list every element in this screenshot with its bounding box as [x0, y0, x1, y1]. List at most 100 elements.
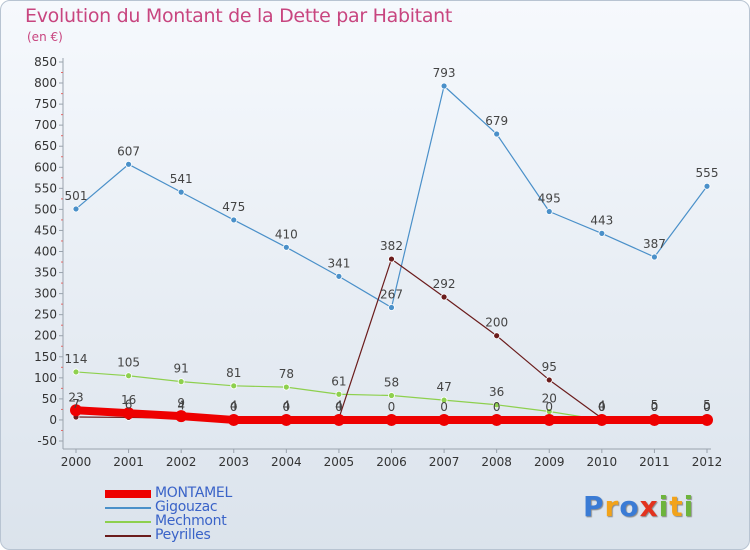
series-line-gigouzac [75, 85, 708, 309]
data-point-mechmont [177, 378, 185, 386]
data-point-mechmont [72, 368, 80, 376]
data-label-peyrilles: 7 [72, 397, 80, 411]
legend-item-mechmont: Mechmont [105, 514, 325, 529]
x-tick-label: 2007 [429, 455, 460, 469]
logo-letter: i [658, 490, 670, 523]
axes: -500501001502002503003504004505005506006… [34, 55, 722, 469]
data-point-gigouzac [493, 130, 501, 138]
data-point-mechmont [230, 382, 238, 390]
data-label-mechmont: 58 [384, 376, 399, 390]
data-point-montamel [122, 407, 135, 420]
data-point-gigouzac [125, 160, 132, 168]
data-point-gigouzac [703, 182, 711, 190]
data-label-montamel: 0 [230, 400, 238, 414]
data-label-mechmont: 47 [436, 380, 451, 394]
y-tick-label: 750 [34, 97, 57, 111]
x-tick-label: 2008 [481, 455, 512, 469]
data-label-mechmont: 81 [226, 366, 241, 380]
data-point-montamel [280, 413, 293, 426]
y-tick-label: -50 [37, 434, 57, 448]
x-tick-label: 2012 [692, 455, 723, 469]
data-point-gigouzac [651, 253, 658, 261]
legend-label-peyrilles: Peyrilles [155, 527, 211, 543]
data-label-gigouzac: 387 [643, 237, 666, 251]
y-tick-label: 500 [34, 202, 57, 216]
data-point-peyrilles [388, 255, 395, 263]
chart-subtitle: (en €) [27, 30, 63, 44]
data-point-montamel [648, 413, 661, 426]
x-tick-label: 2003 [218, 455, 249, 469]
data-label-montamel: 16 [121, 393, 136, 407]
data-label-gigouzac: 475 [222, 200, 245, 214]
x-tick-label: 2004 [271, 455, 302, 469]
data-label-mechmont: 91 [174, 362, 189, 376]
data-label-peyrilles: 5 [651, 398, 659, 412]
data-label-gigouzac: 495 [538, 191, 561, 205]
x-tick-label: 2001 [113, 455, 144, 469]
data-label-peyrilles: 4 [177, 398, 185, 412]
data-label-mechmont: 105 [117, 356, 140, 370]
data-point-montamel [595, 413, 608, 426]
data-label-montamel: 0 [388, 400, 396, 414]
data-label-mechmont: 114 [65, 352, 88, 366]
chart-title: Evolution du Montant de la Dette par Hab… [25, 5, 453, 27]
y-tick-label: 650 [34, 139, 57, 153]
data-label-gigouzac: 501 [65, 189, 88, 203]
data-point-gigouzac [388, 304, 395, 311]
y-tick-label: 350 [34, 266, 57, 280]
data-point-mechmont [335, 390, 343, 398]
data-label-mechmont: 0 [651, 400, 659, 414]
y-tick-label: 150 [34, 350, 57, 364]
legend: MONTAMEL Gigouzac Mechmont Peyrilles [105, 486, 325, 543]
data-label-gigouzac: 541 [170, 172, 193, 186]
data-point-peyrilles [545, 376, 553, 384]
y-tick-label: 550 [34, 181, 57, 195]
data-point-montamel [701, 413, 713, 426]
y-tick-label: 0 [49, 413, 57, 427]
data-label-peyrilles: 4 [598, 398, 606, 412]
data-point-gigouzac [177, 188, 185, 196]
data-label-peyrilles: 6 [125, 397, 133, 411]
data-label-montamel: 9 [177, 396, 185, 410]
data-label-gigouzac: 443 [590, 213, 613, 227]
data-label-mechmont: 0 [598, 400, 606, 414]
logo-letter: o [619, 490, 640, 523]
proxiti-logo: Proxiti [583, 490, 694, 523]
data-point-montamel [543, 413, 556, 426]
data-label-montamel: 0 [283, 400, 291, 414]
y-tick-label: 450 [34, 223, 57, 237]
legend-swatch-gigouzac [105, 507, 151, 509]
data-point-montamel [490, 413, 503, 426]
data-point-gigouzac [598, 229, 606, 237]
x-tick-label: 2005 [324, 455, 355, 469]
data-point-mechmont [493, 401, 501, 409]
legend-swatch-montamel [105, 490, 151, 498]
logo-letter: x [639, 490, 659, 523]
y-tick-label: 100 [34, 371, 57, 385]
data-label-gigouzac: 267 [380, 288, 403, 302]
data-label-montamel: 0 [545, 400, 553, 414]
series-lines [70, 82, 713, 426]
data-label-peyrilles: 4 [230, 398, 238, 412]
legend-item-montamel: MONTAMEL [105, 486, 325, 501]
data-label-gigouzac: 555 [696, 166, 719, 180]
logo-letter: r [604, 490, 620, 523]
data-label-peyrilles: 200 [485, 316, 508, 330]
data-label-peyrilles: 292 [433, 277, 456, 291]
x-tick-label: 2000 [61, 455, 92, 469]
data-labels: 23 16 9 0 0 0 0 0 0 0 0 0 05016075414754103412677936… [65, 66, 719, 414]
x-tick-label: 2002 [166, 455, 197, 469]
x-tick-label: 2011 [639, 455, 670, 469]
data-point-montamel [70, 404, 82, 417]
data-label-mechmont: 61 [331, 374, 346, 388]
data-label-gigouzac: 793 [433, 66, 456, 80]
legend-label-gigouzac: Gigouzac [155, 499, 218, 515]
data-label-gigouzac: 607 [117, 144, 140, 158]
data-label-mechmont: 20 [542, 392, 557, 406]
data-label-mechmont: 78 [279, 367, 294, 381]
y-tick-label: 700 [34, 118, 57, 132]
legend-swatch-mechmont [105, 521, 151, 523]
data-point-montamel [332, 413, 345, 426]
data-label-montamel: 0 [440, 400, 448, 414]
